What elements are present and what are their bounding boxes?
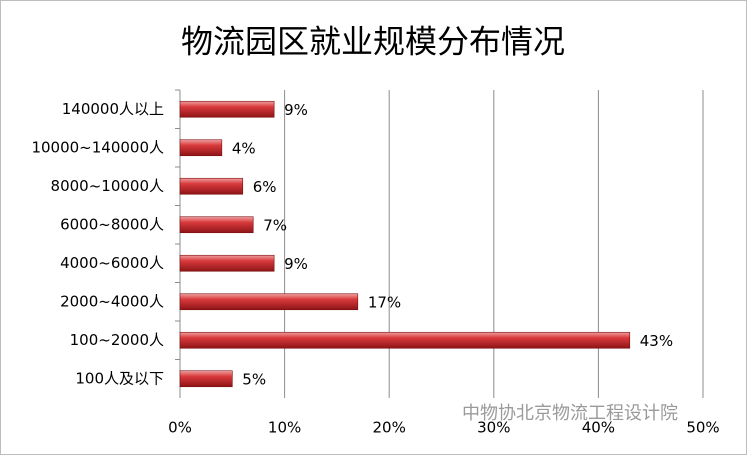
y-tick-label: 10000~140000人 — [31, 138, 164, 156]
y-tick-label: 8000~10000人 — [51, 177, 164, 195]
x-tick-label: 0% — [168, 419, 192, 437]
value-label: 4% — [232, 139, 256, 157]
bar — [179, 331, 631, 349]
x-tick-label: 20% — [373, 419, 406, 437]
y-tick-label: 2000~4000人 — [60, 292, 164, 310]
value-label: 9% — [284, 101, 308, 119]
x-tick-label: 40% — [582, 419, 615, 437]
bar — [179, 216, 254, 234]
value-label: 6% — [253, 178, 277, 196]
y-tick-label: 140000人以上 — [62, 100, 164, 118]
bar — [179, 177, 244, 195]
y-tick-label: 100~2000人 — [70, 331, 164, 349]
bar — [179, 254, 275, 272]
bar — [179, 139, 223, 157]
bar — [179, 293, 359, 311]
value-label: 9% — [284, 255, 308, 273]
watermark: 中物协北京物流工程设计院 — [462, 403, 678, 424]
value-label: 17% — [368, 293, 401, 311]
bar — [179, 100, 275, 118]
value-label: 43% — [640, 332, 673, 350]
y-tick-label: 6000~8000人 — [60, 215, 164, 233]
value-label: 5% — [242, 370, 266, 388]
x-tick-label: 30% — [477, 419, 510, 437]
y-tick-label: 4000~6000人 — [60, 254, 164, 272]
x-tick-label: 50% — [686, 419, 719, 437]
y-tick-label: 100人及以下 — [75, 369, 164, 387]
chart-title: 物流园区就业规模分布情况 — [181, 23, 565, 61]
value-label: 7% — [263, 216, 287, 234]
x-tick-label: 10% — [268, 419, 301, 437]
bar — [179, 370, 233, 388]
